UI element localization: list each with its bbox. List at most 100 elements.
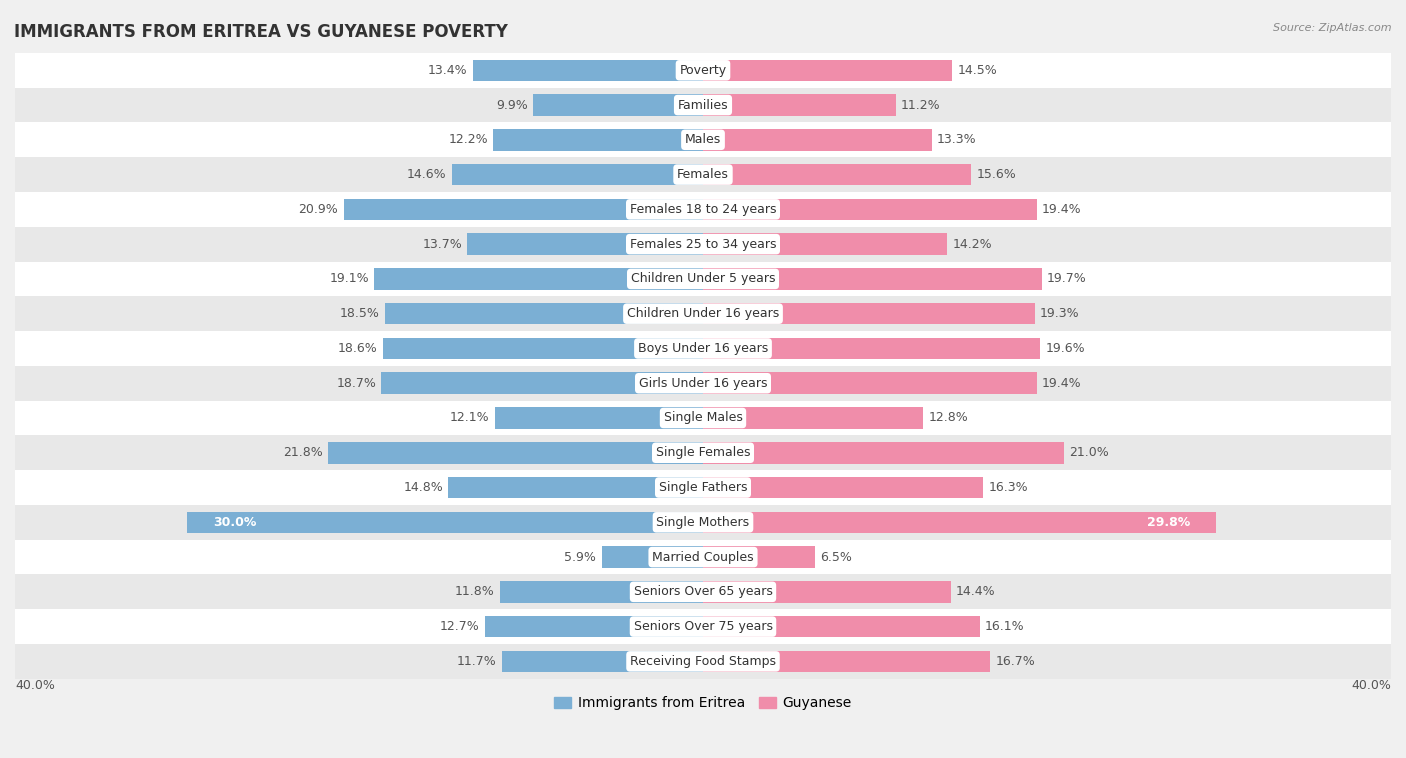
Bar [703,233,948,255]
Text: Poverty: Poverty [679,64,727,77]
Bar [485,615,703,637]
Bar [703,615,980,637]
Text: 40.0%: 40.0% [15,678,55,692]
Bar [15,296,1391,331]
Bar [703,407,924,429]
Bar [374,268,703,290]
Bar [15,331,1391,366]
Bar [187,512,703,533]
Bar [381,372,703,394]
Bar [15,262,1391,296]
Bar [467,233,703,255]
Text: 14.4%: 14.4% [956,585,995,598]
Text: 19.7%: 19.7% [1047,272,1087,286]
Bar [385,303,703,324]
Bar [15,53,1391,88]
Text: 14.2%: 14.2% [952,238,993,251]
Bar [703,547,815,568]
Bar [15,227,1391,262]
Text: 18.6%: 18.6% [339,342,378,355]
Bar [703,650,990,672]
Text: Girls Under 16 years: Girls Under 16 years [638,377,768,390]
Bar [502,650,703,672]
Bar [15,644,1391,678]
Text: 12.8%: 12.8% [928,412,969,424]
Text: 14.5%: 14.5% [957,64,997,77]
Bar [703,303,1035,324]
Text: Females 25 to 34 years: Females 25 to 34 years [630,238,776,251]
Bar [703,268,1042,290]
Text: 21.0%: 21.0% [1070,446,1109,459]
Text: 19.4%: 19.4% [1042,377,1081,390]
Text: 6.5%: 6.5% [820,550,852,563]
Text: 30.0%: 30.0% [212,515,256,529]
Bar [703,60,952,81]
Bar [451,164,703,186]
Text: 19.4%: 19.4% [1042,203,1081,216]
Bar [15,435,1391,470]
Text: 16.3%: 16.3% [988,481,1028,494]
Text: Boys Under 16 years: Boys Under 16 years [638,342,768,355]
Text: 20.9%: 20.9% [298,203,339,216]
Bar [703,129,932,151]
Text: 12.1%: 12.1% [450,412,489,424]
Bar [382,337,703,359]
Bar [703,442,1064,464]
Bar [703,372,1036,394]
Text: 13.3%: 13.3% [936,133,977,146]
Bar [472,60,703,81]
Text: 11.2%: 11.2% [901,99,941,111]
Text: 12.2%: 12.2% [449,133,488,146]
Bar [703,94,896,116]
Bar [703,199,1036,220]
Text: 9.9%: 9.9% [496,99,527,111]
Text: 29.8%: 29.8% [1146,515,1189,529]
Text: 13.7%: 13.7% [422,238,463,251]
Bar [15,540,1391,575]
Bar [703,337,1040,359]
Bar [533,94,703,116]
Text: 18.5%: 18.5% [340,307,380,320]
Bar [15,575,1391,609]
Text: 11.7%: 11.7% [457,655,496,668]
Text: 21.8%: 21.8% [283,446,323,459]
Bar [703,164,972,186]
Bar [15,192,1391,227]
Text: 11.8%: 11.8% [456,585,495,598]
Text: 19.3%: 19.3% [1040,307,1080,320]
Text: Children Under 5 years: Children Under 5 years [631,272,775,286]
Text: Seniors Over 65 years: Seniors Over 65 years [634,585,772,598]
Text: 40.0%: 40.0% [1351,678,1391,692]
Text: 12.7%: 12.7% [440,620,479,633]
Text: Single Males: Single Males [664,412,742,424]
Text: Single Females: Single Females [655,446,751,459]
Bar [328,442,703,464]
Text: Married Couples: Married Couples [652,550,754,563]
Text: Families: Families [678,99,728,111]
Bar [15,157,1391,192]
Text: 19.1%: 19.1% [329,272,370,286]
Bar [15,609,1391,644]
Text: Females: Females [678,168,728,181]
Bar [703,581,950,603]
Legend: Immigrants from Eritrea, Guyanese: Immigrants from Eritrea, Guyanese [548,691,858,716]
Text: Seniors Over 75 years: Seniors Over 75 years [634,620,772,633]
Bar [449,477,703,498]
Bar [495,407,703,429]
Text: 16.7%: 16.7% [995,655,1035,668]
Text: 5.9%: 5.9% [564,550,596,563]
Text: Receiving Food Stamps: Receiving Food Stamps [630,655,776,668]
Bar [15,401,1391,435]
Bar [602,547,703,568]
Text: Males: Males [685,133,721,146]
Text: Source: ZipAtlas.com: Source: ZipAtlas.com [1274,23,1392,33]
Text: 14.8%: 14.8% [404,481,443,494]
Bar [703,477,983,498]
Bar [15,470,1391,505]
Text: Children Under 16 years: Children Under 16 years [627,307,779,320]
Bar [703,512,1216,533]
Text: Single Mothers: Single Mothers [657,515,749,529]
Bar [494,129,703,151]
Text: 13.4%: 13.4% [427,64,467,77]
Text: Females 18 to 24 years: Females 18 to 24 years [630,203,776,216]
